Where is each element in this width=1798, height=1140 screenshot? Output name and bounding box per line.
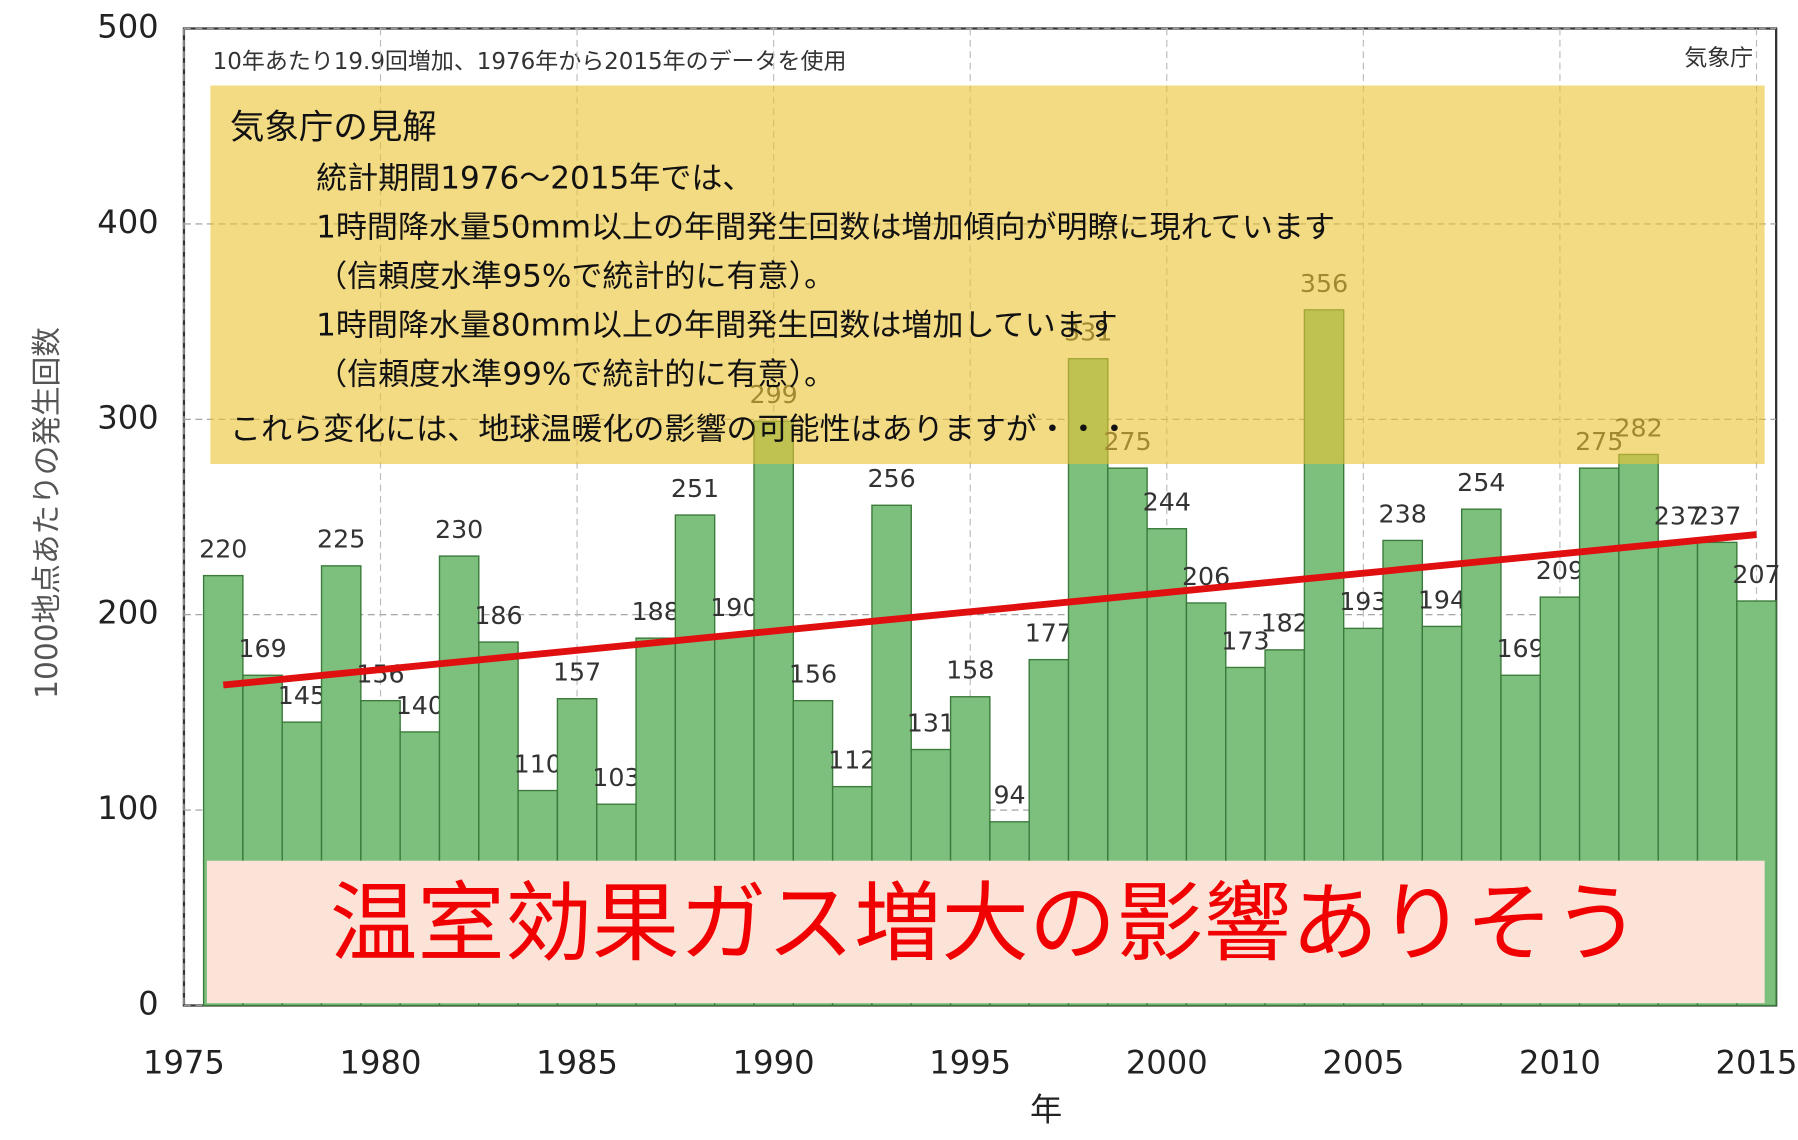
data-label: 237: [1693, 501, 1741, 530]
callout-closing: これら変化には、地球温暖化の影響の可能性はありますが・・・: [230, 412, 1130, 448]
data-label: 188: [632, 597, 680, 626]
y-tick-label: 200: [97, 594, 158, 632]
data-label: 145: [278, 681, 326, 710]
conclusion-box: [206, 860, 1765, 1004]
data-label: 190: [710, 593, 758, 622]
data-label: 169: [238, 634, 286, 663]
data-label: 158: [946, 656, 994, 685]
x-tick-label: 1995: [929, 1044, 1011, 1082]
y-tick-label: 0: [138, 985, 158, 1023]
data-label: 207: [1732, 560, 1780, 589]
x-tick-label: 1975: [143, 1044, 225, 1082]
callout-line: 1時間降水量50mm以上の年間発生回数は増加傾向が明瞭に現れています: [316, 210, 1335, 246]
data-label: 156: [789, 660, 837, 689]
x-tick-label: 2015: [1716, 1044, 1798, 1082]
data-label: 193: [1339, 587, 1387, 616]
data-label: 230: [435, 515, 483, 544]
data-label: 237: [1654, 501, 1702, 530]
x-tick-label: 1985: [536, 1044, 618, 1082]
callout-line: 1時間降水量80mm以上の年間発生回数は増加しています: [316, 308, 1118, 344]
callout-line: （信頼度水準95%で統計的に有意）。: [316, 259, 835, 295]
data-label: 251: [671, 474, 719, 503]
data-label: 140: [396, 691, 444, 720]
x-axis-label: 年: [1030, 1091, 1062, 1129]
x-tick-label: 1980: [340, 1044, 422, 1082]
source: 気象庁: [1684, 46, 1753, 72]
trend-line: [222, 531, 1757, 689]
callout-heading: 気象庁の見解: [230, 107, 437, 147]
data-label: 177: [1025, 619, 1073, 648]
data-label: 238: [1379, 499, 1427, 528]
y-axis-label: 1000地点あたりの発生回数: [30, 327, 65, 699]
y-tick-label: 400: [97, 203, 158, 241]
y-tick-label: 100: [97, 789, 158, 827]
x-tick-label: 2010: [1519, 1044, 1601, 1082]
data-label: 169: [1496, 634, 1544, 663]
data-label: 194: [1418, 585, 1466, 614]
x-tick-label: 2005: [1322, 1044, 1404, 1082]
data-label: 173: [1221, 626, 1269, 655]
conclusion: 温室効果ガス増大の影響ありそう: [330, 872, 1640, 974]
callout-line: （信頼度水準99%で統計的に有意）。: [316, 357, 835, 393]
data-label: 110: [514, 750, 562, 779]
note: 10年あたり19.9回増加、1976年から2015年のデータを使用: [213, 49, 847, 75]
x-tick-label: 2000: [1126, 1044, 1208, 1082]
callout-box: [210, 85, 1765, 464]
data-label: 94: [993, 781, 1025, 810]
x-tick-label: 1990: [733, 1044, 815, 1082]
y-tick-label: 300: [97, 398, 158, 436]
data-label: 112: [828, 746, 876, 775]
data-label: 131: [907, 708, 955, 737]
data-label: 182: [1261, 609, 1309, 638]
data-label: 254: [1457, 468, 1505, 497]
data-label: 256: [867, 464, 915, 493]
data-label: 186: [474, 601, 522, 630]
data-label: 209: [1536, 556, 1584, 585]
data-label: 220: [199, 535, 247, 564]
data-label: 157: [553, 658, 601, 687]
data-label: 244: [1143, 488, 1191, 517]
data-label: 225: [317, 525, 365, 554]
y-tick-label: 500: [97, 8, 158, 46]
data-label: 103: [592, 763, 640, 792]
callout-line: 統計期間1976～2015年では、: [316, 161, 753, 197]
